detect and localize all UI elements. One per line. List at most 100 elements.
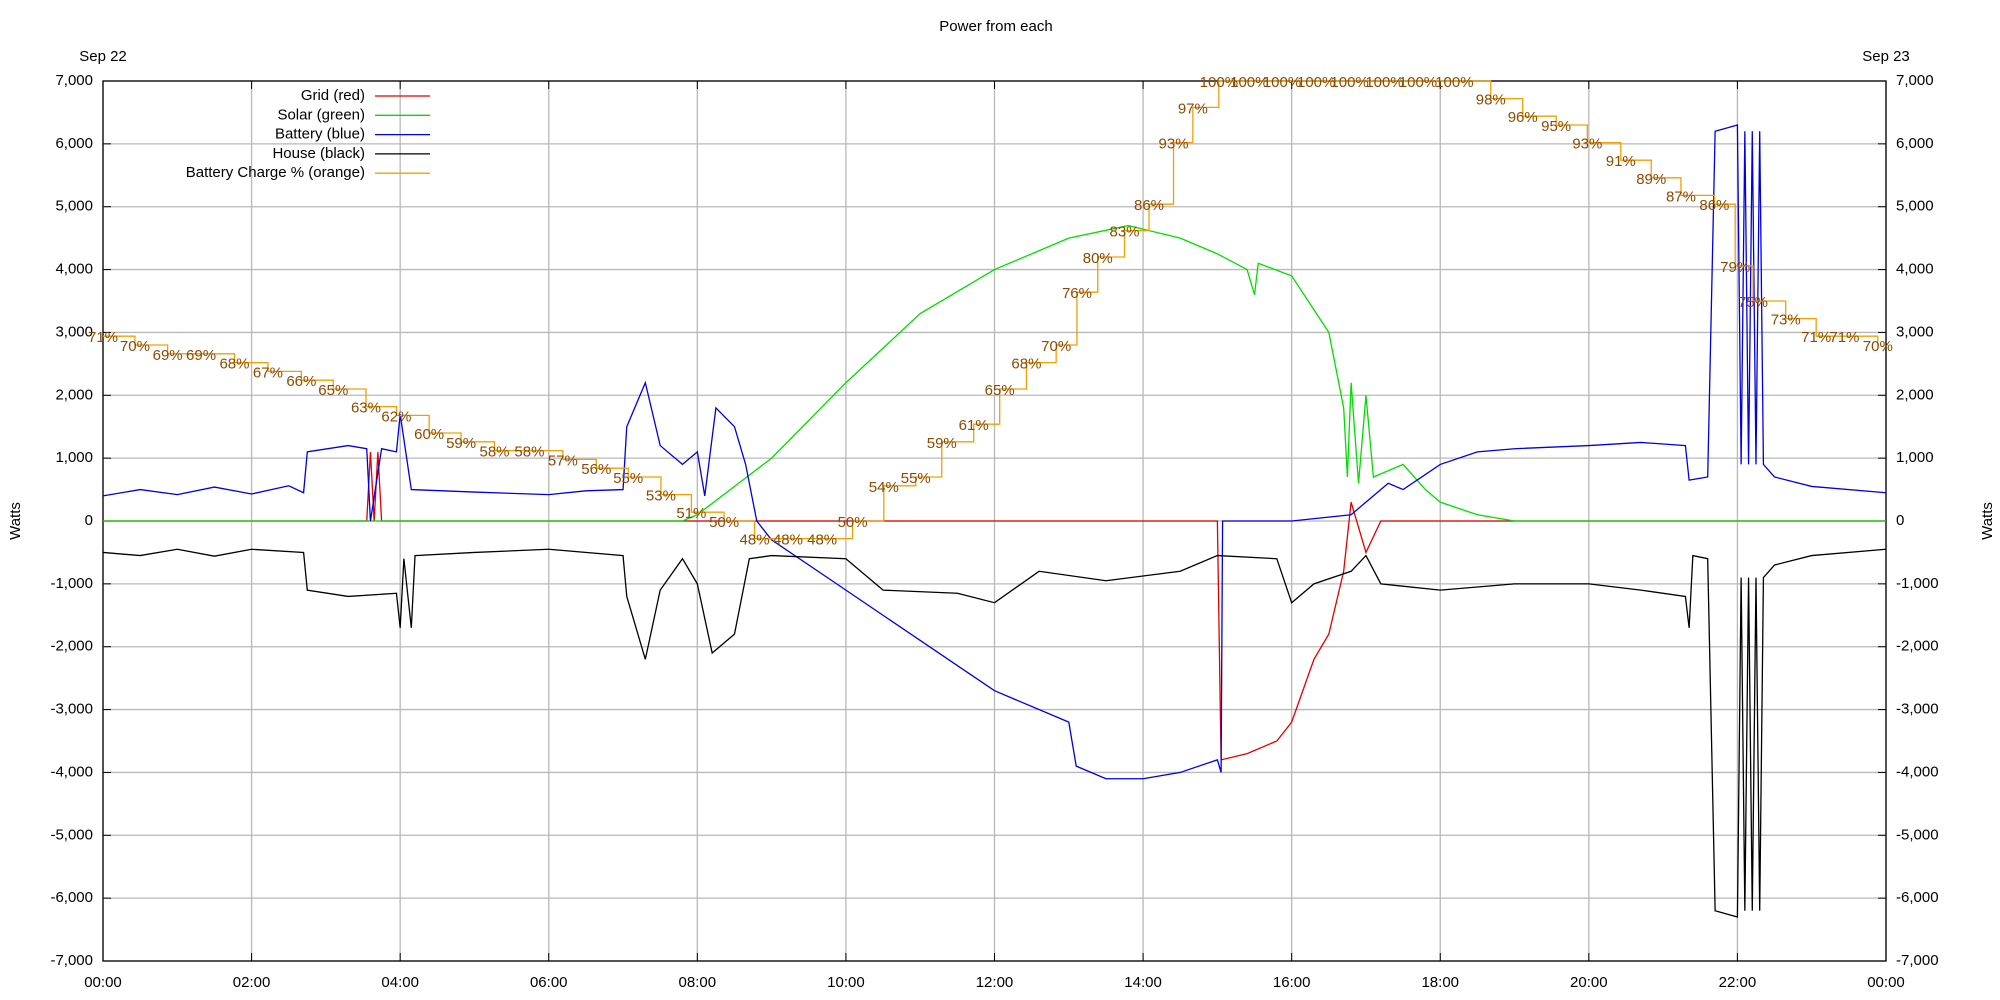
y2-tick-label: 4,000	[1896, 261, 1934, 278]
data-label: 87%	[1666, 188, 1696, 205]
data-label: 93%	[1159, 136, 1189, 153]
y2-tick-label: 3,000	[1896, 323, 1934, 340]
data-label: 66%	[286, 373, 316, 390]
x-tick-label: 10:00	[827, 974, 865, 991]
y2-tick-label: -3,000	[1896, 701, 1939, 718]
data-label: 62%	[381, 408, 411, 425]
y-tick-label: -7,000	[50, 952, 93, 969]
y-tick-label: -4,000	[50, 763, 93, 780]
y-tick-label: 0	[85, 512, 93, 529]
y-tick-label: -5,000	[50, 826, 93, 843]
x-tick-label: 14:00	[1124, 974, 1162, 991]
data-label: 76%	[1062, 285, 1092, 302]
data-label: 61%	[959, 417, 989, 434]
series-line	[103, 80, 1879, 540]
y-tick-label: -2,000	[50, 638, 93, 655]
x-tick-label: 20:00	[1570, 974, 1608, 991]
data-label: 89%	[1636, 171, 1666, 188]
data-label: 63%	[351, 400, 381, 417]
y-tick-label: -1,000	[50, 575, 93, 592]
data-label: 56%	[581, 461, 611, 478]
data-label: 100%	[1330, 74, 1368, 91]
x-tick-label: 00:00	[84, 974, 122, 991]
data-label: 68%	[219, 356, 249, 373]
legend-label: House (black)	[272, 145, 365, 162]
data-label: 96%	[1508, 109, 1538, 126]
data-label: 58%	[514, 444, 544, 461]
data-label: 83%	[1109, 224, 1139, 241]
data-label: 50%	[709, 514, 739, 531]
y2-tick-label: 2,000	[1896, 386, 1934, 403]
data-label: 71%	[1801, 329, 1831, 346]
data-label: 100%	[1365, 74, 1403, 91]
data-label: 55%	[901, 470, 931, 487]
data-label: 70%	[1863, 338, 1893, 355]
y-tick-label: 5,000	[55, 198, 93, 215]
data-label: 65%	[318, 382, 348, 399]
y-tick-label: 7,000	[55, 72, 93, 89]
series-line	[103, 451, 1886, 761]
data-label: 59%	[927, 435, 957, 452]
data-label: 48%	[773, 532, 803, 549]
data-label: 57%	[548, 452, 578, 469]
legend-label: Battery Charge % (orange)	[186, 164, 365, 181]
data-label: 75%	[1738, 294, 1768, 311]
series-line	[102, 124, 1887, 780]
y2-tick-label: 0	[1896, 512, 1904, 529]
date-end: Sep 23	[1862, 48, 1910, 65]
y2-tick-label: -1,000	[1896, 575, 1939, 592]
data-label: 60%	[414, 426, 444, 443]
y2-tick-label: -7,000	[1896, 952, 1939, 969]
data-label: 51%	[676, 505, 706, 522]
y-tick-label: -3,000	[50, 701, 93, 718]
x-tick-label: 02:00	[233, 974, 271, 991]
data-label: 68%	[1011, 356, 1041, 373]
data-label: 100%	[1399, 74, 1437, 91]
y-tick-label: 1,000	[55, 449, 93, 466]
data-label: 98%	[1476, 92, 1506, 109]
data-label: 48%	[740, 532, 770, 549]
data-label: 100%	[1230, 74, 1268, 91]
y-tick-label: 6,000	[55, 135, 93, 152]
data-label: 73%	[1771, 312, 1801, 329]
x-tick-label: 18:00	[1421, 974, 1459, 991]
legend-label: Battery (blue)	[275, 126, 365, 143]
y-axis-label: Watts	[7, 502, 24, 540]
x-tick-label: 22:00	[1719, 974, 1757, 991]
data-label: 100%	[1435, 74, 1473, 91]
data-label: 70%	[1041, 338, 1071, 355]
data-label: 54%	[869, 479, 899, 496]
data-label: 86%	[1134, 197, 1164, 214]
y-tick-label: 4,000	[55, 261, 93, 278]
y2-tick-label: 1,000	[1896, 449, 1934, 466]
series-line	[103, 224, 1886, 522]
data-label: 100%	[1263, 74, 1301, 91]
y2-tick-label: -6,000	[1896, 889, 1939, 906]
x-tick-label: 08:00	[679, 974, 717, 991]
data-label: 80%	[1083, 250, 1113, 267]
date-start: Sep 22	[79, 48, 127, 65]
data-label: 100%	[1200, 74, 1238, 91]
data-label: 67%	[253, 364, 283, 381]
data-label: 50%	[838, 514, 868, 531]
y-tick-label: 3,000	[55, 323, 93, 340]
x-tick-label: 16:00	[1273, 974, 1311, 991]
y2-tick-label: -2,000	[1896, 638, 1939, 655]
data-label: 97%	[1178, 100, 1208, 117]
data-label: 48%	[807, 532, 837, 549]
data-label: 100%	[1297, 74, 1335, 91]
x-tick-label: 06:00	[530, 974, 568, 991]
x-tick-label: 04:00	[381, 974, 419, 991]
data-label: 71%	[1829, 329, 1859, 346]
data-label: 65%	[985, 382, 1015, 399]
y2-tick-label: 5,000	[1896, 198, 1934, 215]
data-label: 55%	[613, 470, 643, 487]
data-label: 59%	[446, 435, 476, 452]
y2-axis-label: Watts	[1979, 502, 1996, 540]
data-label: 91%	[1606, 153, 1636, 170]
series-line	[102, 548, 1887, 918]
legend-label: Solar (green)	[277, 106, 365, 123]
chart-title: Power from each	[939, 18, 1052, 35]
